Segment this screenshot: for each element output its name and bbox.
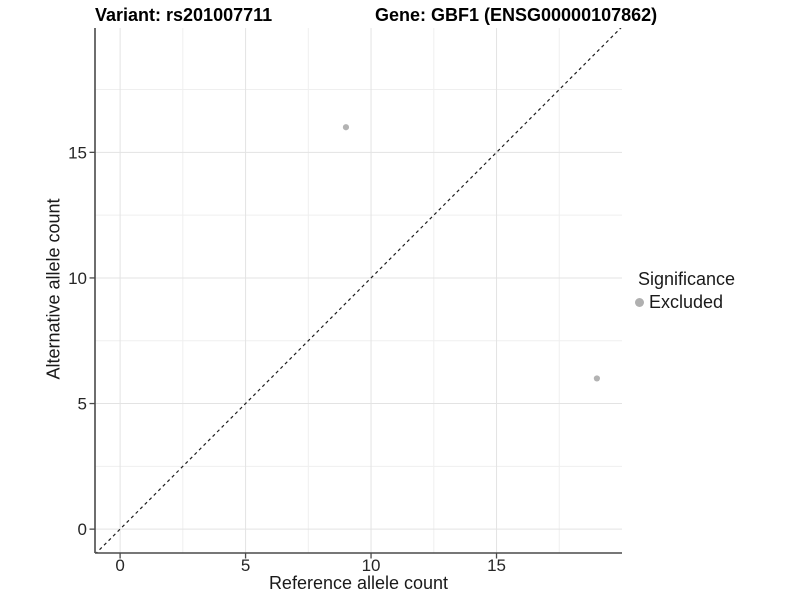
y-tick-label: 10	[68, 269, 87, 288]
data-point	[593, 375, 601, 382]
x-tick-label: 5	[241, 556, 250, 575]
legend-item-excluded: Excluded	[635, 292, 735, 313]
legend-title: Significance	[638, 269, 736, 289]
identity-line	[95, 28, 622, 553]
x-tick-label: 0	[115, 556, 124, 575]
legend: Significance Excluded	[635, 269, 735, 313]
plot-title-variant: Variant: rs201007711	[95, 5, 273, 25]
y-tick-label: 0	[78, 520, 87, 539]
x-tick-label: 10	[362, 556, 381, 575]
y-tick-label: 15	[68, 143, 87, 162]
y-tick-label: 5	[78, 395, 87, 414]
legend-item-label: Excluded	[649, 292, 724, 312]
data-point	[342, 124, 350, 131]
x-axis-label: Reference allele count	[268, 573, 449, 593]
y-axis-label: Alternative allele count	[43, 198, 64, 380]
x-tick-label: 15	[487, 556, 506, 575]
legend-point-icon	[635, 298, 644, 307]
plot-title-gene: Gene: GBF1 (ENSG00000107862)	[375, 5, 658, 25]
